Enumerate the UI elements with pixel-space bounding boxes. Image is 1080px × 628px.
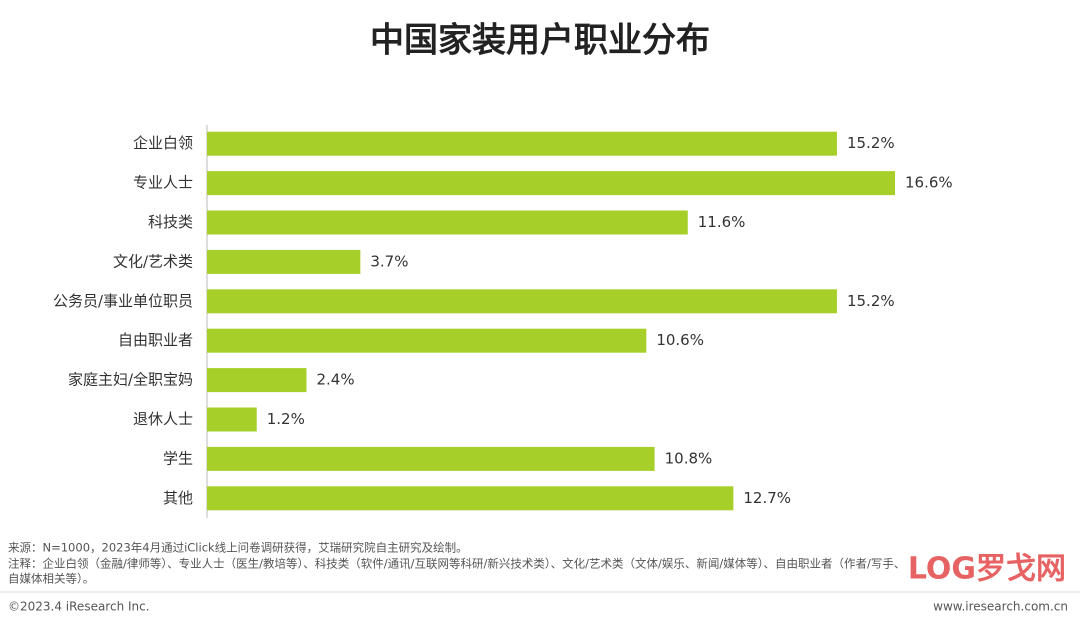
y-tick-label: 专业人士: [133, 174, 193, 192]
bar: [207, 368, 307, 393]
bar: [207, 486, 734, 511]
y-tick-label: 公务员/事业单位职员: [53, 292, 193, 310]
bar: [207, 249, 361, 274]
note: 注释：企业白领（金融/律师等）、专业人士（医生/教培等）、科技类（软件/通讯/互…: [8, 557, 905, 571]
value-label: 15.2%: [847, 292, 895, 310]
bar: [207, 210, 688, 235]
copyright: ©2023.4 iResearch Inc.: [8, 600, 150, 614]
y-tick-label: 文化/艺术类: [113, 252, 193, 270]
value-label: 11.6%: [698, 213, 746, 231]
note: 自媒体相关等）。: [8, 572, 94, 586]
bar: [207, 131, 837, 156]
bar: [207, 446, 655, 471]
value-label: 10.8%: [665, 449, 713, 467]
bar: [207, 328, 647, 353]
website: www.iresearch.com.cn: [933, 600, 1068, 614]
y-tick-label: 企业白领: [133, 134, 193, 152]
y-tick-label: 其他: [163, 489, 193, 507]
y-tick-label: 家庭主妇/全职宝妈: [68, 371, 193, 389]
value-label: 2.4%: [316, 371, 354, 389]
value-label: 10.6%: [656, 331, 704, 349]
watermark: LOG罗戈网: [908, 552, 1066, 587]
value-label: 16.6%: [905, 174, 953, 192]
value-label: 15.2%: [847, 134, 895, 152]
value-label: 1.2%: [267, 410, 305, 428]
value-label: 12.7%: [743, 489, 791, 507]
y-tick-label: 科技类: [148, 213, 193, 231]
bar: [207, 171, 895, 196]
y-tick-label: 自由职业者: [118, 331, 193, 349]
source: 来源：N=1000，2023年4月通过iClick线上问卷调研获得，艾瑞研究院自…: [8, 541, 468, 555]
value-label: 3.7%: [370, 252, 408, 270]
bar: [207, 407, 257, 432]
bar: [207, 289, 837, 314]
y-tick-label: 学生: [163, 449, 193, 467]
y-tick-label: 退休人士: [133, 410, 193, 428]
chart-title: 中国家装用户职业分布: [370, 21, 710, 61]
